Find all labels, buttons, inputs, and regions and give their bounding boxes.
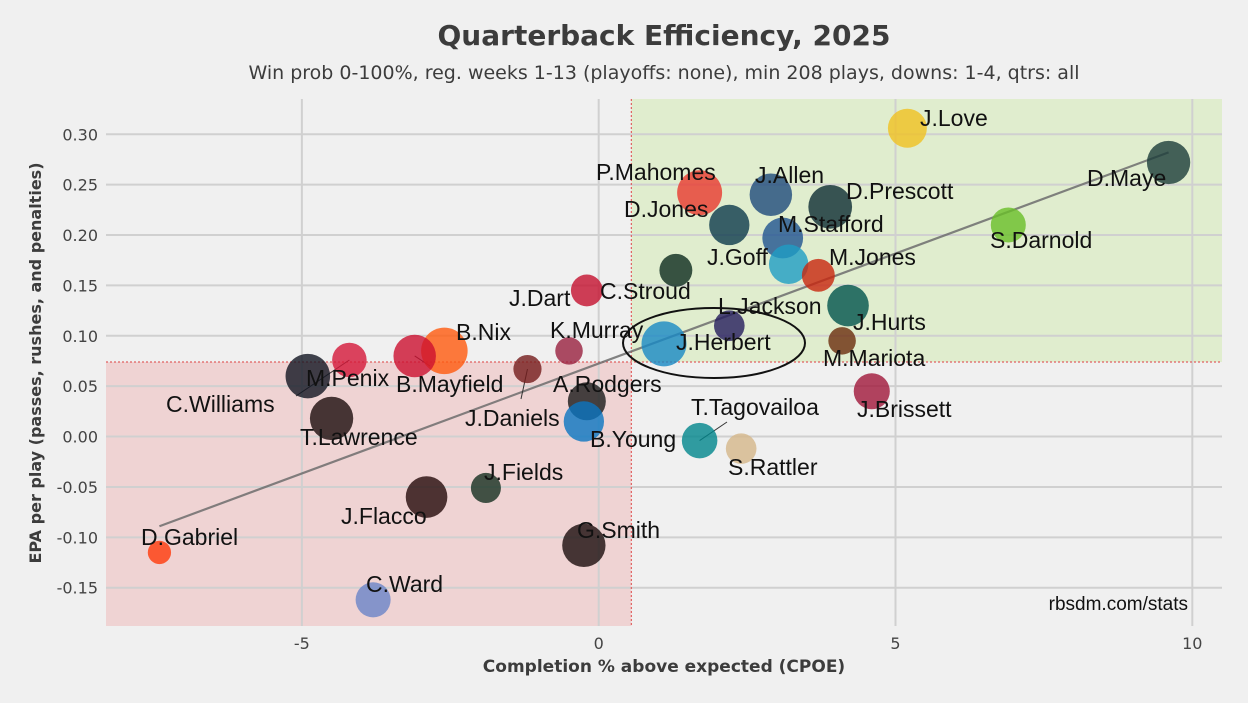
label-j-dart: J.Dart <box>509 285 571 311</box>
bad-quadrant <box>106 361 632 626</box>
y-tick-label: -0.05 <box>57 478 98 497</box>
y-tick-label: 0.20 <box>62 226 98 245</box>
point-j-hurts <box>827 284 869 327</box>
point-d-maye <box>1146 140 1191 185</box>
highlight-ellipse <box>622 307 806 379</box>
point-p-mahomes <box>677 170 723 216</box>
label-a-rodgers: A.Rodgers <box>553 371 662 397</box>
point-j-goff <box>768 244 809 284</box>
source-label: rbsdm.com/stats <box>1049 594 1188 615</box>
label-j-allen: J.Allen <box>755 162 824 188</box>
x-tick-label: -5 <box>294 634 310 653</box>
label-m-mariota: M.Mariota <box>823 345 925 371</box>
x-axis-label: Completion % above expected (CPOE) <box>483 657 845 677</box>
point-b-mayfield <box>393 334 436 378</box>
y-tick-label: 0.15 <box>62 276 98 295</box>
label-j-hurts: J.Hurts <box>853 309 926 335</box>
point-j-daniels <box>513 354 542 384</box>
label-d-gabriel: D.Gabriel <box>141 524 238 550</box>
y-tick-label: 0.10 <box>62 327 98 346</box>
label-m-jones: M.Jones <box>829 244 916 270</box>
x-tick-label: 5 <box>890 634 900 653</box>
point-j-allen <box>749 173 793 216</box>
y-tick-label: 0.25 <box>62 176 98 195</box>
point-j-love <box>887 108 927 148</box>
point-m-penix <box>285 353 331 399</box>
point-k-murray <box>555 337 583 365</box>
label-b-young: B.Young <box>590 426 676 452</box>
highlight-group <box>622 307 806 379</box>
label-j-daniels: J.Daniels <box>465 405 560 431</box>
x-tick-label: 0 <box>594 634 604 653</box>
label-b-nix: B.Nix <box>456 319 511 345</box>
y-tick-label: 0.05 <box>62 377 98 396</box>
point-j-fields <box>470 472 501 503</box>
data-points <box>147 108 1191 618</box>
chart-title: Quarterback Efficiency, 2025 <box>437 19 891 52</box>
point-m-jones <box>801 258 835 292</box>
y-tick-label: 0.30 <box>62 125 98 144</box>
label-j-fields: J.Fields <box>484 459 563 485</box>
label-t-lawrence: T.Lawrence <box>300 424 418 450</box>
point-d-gabriel <box>147 540 172 565</box>
label-j-brissett: J.Brissett <box>857 396 952 422</box>
point-d-prescott <box>808 184 853 229</box>
label-p-mahomes: P.Mahomes <box>596 159 716 185</box>
label-t-tagovailoa: T.Tagovailoa <box>691 394 819 420</box>
label-d-prescott: D.Prescott <box>846 178 954 204</box>
tick-labels: -0.15 -0.10 -0.05 0.00 0.05 0.10 0.15 0.20 0.25 0… <box>57 125 1203 653</box>
point-j-herbert <box>641 321 687 367</box>
y-tick-label: -0.15 <box>57 579 98 598</box>
point-s-darnold <box>990 207 1026 243</box>
label-d-jones: D.Jones <box>624 196 708 222</box>
label-j-love: J.Love <box>920 105 988 131</box>
label-m-stafford: M.Stafford <box>778 211 884 237</box>
point-g-smith <box>562 523 606 568</box>
label-b-mayfield: B.Mayfield <box>396 371 503 397</box>
label-d-maye: D.Maye <box>1087 165 1166 191</box>
label-s-rattler: S.Rattler <box>728 454 818 480</box>
point-d-jones <box>709 204 750 246</box>
label-j-herbert: J.Herbert <box>676 329 771 355</box>
label-c-williams: C.Williams <box>166 391 275 417</box>
chart-subtitle: Win prob 0-100%, reg. weeks 1-13 (playof… <box>248 62 1080 84</box>
point-s-rattler <box>725 433 757 464</box>
y-tick-label: 0.00 <box>62 428 98 447</box>
point-labels: J.Love D.Maye P.Mahomes J.Allen D.Prescott S.… <box>141 105 1166 597</box>
point-c-williams <box>332 342 367 378</box>
x-tick-label: 10 <box>1182 634 1202 653</box>
label-j-goff: J.Goff <box>707 244 769 270</box>
point-c-ward <box>355 582 391 618</box>
point-j-brissett <box>853 373 890 410</box>
label-g-smith: G.Smith <box>577 517 660 543</box>
point-t-lawrence <box>309 396 354 441</box>
label-j-flacco: J.Flacco <box>341 503 427 529</box>
point-c-stroud <box>659 253 693 287</box>
label-c-ward: C.Ward <box>366 571 443 597</box>
label-c-stroud: C.Stroud <box>600 278 691 304</box>
point-j-flacco <box>405 476 448 518</box>
point-l-jackson <box>713 310 745 342</box>
label-s-darnold: S.Darnold <box>990 227 1092 253</box>
point-j-dart <box>570 274 603 307</box>
y-tick-label: -0.10 <box>57 528 98 547</box>
y-axis-label: EPA per play (passes, rushes, and penalt… <box>26 162 45 563</box>
point-m-mariota <box>828 327 856 355</box>
point-b-young <box>563 401 605 442</box>
grid-lines <box>106 99 1222 626</box>
label-m-penix: M.Penix <box>306 365 390 391</box>
point-t-tagovailoa <box>681 422 718 459</box>
